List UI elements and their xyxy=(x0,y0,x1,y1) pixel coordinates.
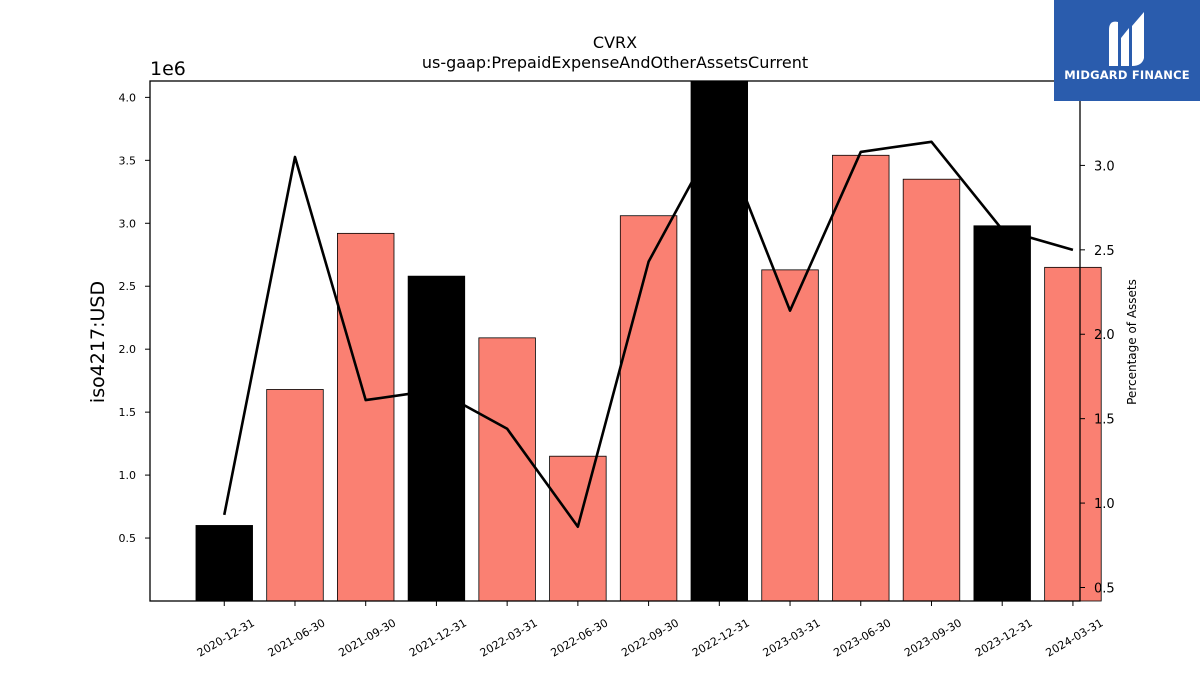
y-tick-label: 1.0 xyxy=(119,469,137,482)
bars-group xyxy=(195,80,1102,602)
x-tick-label: 2023-06-30 xyxy=(831,616,893,659)
y2-tick-label: 2.5 xyxy=(1094,244,1115,259)
bar xyxy=(195,525,253,602)
y-tick-label: 2.0 xyxy=(119,343,137,356)
y-axis-offset-label: 1e6 xyxy=(150,58,186,80)
y-ticks: 0.5 1.0 1.5 2.0 2.5 3.0 3.5 4.0 xyxy=(119,91,150,545)
x-tick-label: 2021-06-30 xyxy=(266,616,328,659)
bar xyxy=(266,389,324,602)
bar xyxy=(832,154,890,602)
bar xyxy=(478,337,536,602)
x-ticks: 2020-12-31 2021-06-30 2021-09-30 2021-12-31… xyxy=(195,601,1106,660)
y2-tick-label: 1.0 xyxy=(1094,497,1115,512)
chart-title: CVRX xyxy=(593,33,637,52)
series-line xyxy=(222,130,1074,529)
bar xyxy=(619,215,678,602)
x-tick-label: 2022-03-31 xyxy=(478,616,540,659)
bar xyxy=(761,269,819,602)
x-tick-label: 2023-03-31 xyxy=(761,616,823,659)
x-tick-label: 2022-06-30 xyxy=(548,616,610,659)
y-tick-label: 3.5 xyxy=(119,154,137,167)
y2-ticks: 0.5 1.0 1.5 2.0 2.5 3.0 xyxy=(1080,159,1115,596)
y-tick-label: 4.0 xyxy=(119,91,137,104)
y2-tick-label: 2.0 xyxy=(1094,328,1115,343)
logo-text: MIDGARD FINANCE xyxy=(1064,68,1190,82)
y2-axis-label: Percentage of Assets xyxy=(1125,279,1139,405)
x-tick-label: 2024-03-31 xyxy=(1044,616,1106,659)
bar xyxy=(337,232,395,602)
y-tick-label: 1.5 xyxy=(119,406,137,419)
bar xyxy=(973,225,1031,602)
x-tick-label: 2021-12-31 xyxy=(407,616,469,659)
y-tick-label: 0.5 xyxy=(119,532,137,545)
y2-tick-label: 3.0 xyxy=(1094,159,1115,174)
brand-logo: MIDGARD FINANCE xyxy=(1054,0,1200,101)
bar xyxy=(690,80,749,602)
y-tick-label: 2.5 xyxy=(119,280,137,293)
bar xyxy=(549,455,607,602)
y2-tick-label: 1.5 xyxy=(1094,413,1115,428)
bar xyxy=(407,275,466,602)
line-group xyxy=(222,130,1074,529)
bar xyxy=(902,178,961,602)
y2-tick-label: 0.5 xyxy=(1094,581,1115,596)
x-tick-label: 2020-12-31 xyxy=(195,616,257,659)
y-axis-label: iso4217:USD xyxy=(87,281,109,403)
x-tick-label: 2022-09-30 xyxy=(619,616,681,659)
x-tick-label: 2021-09-30 xyxy=(336,616,398,659)
chart-subtitle: us-gaap:PrepaidExpenseAndOtherAssetsCurr… xyxy=(422,53,808,72)
x-tick-label: 2023-12-31 xyxy=(973,616,1035,659)
logo-mark-icon xyxy=(1109,12,1144,66)
bar xyxy=(1044,266,1102,602)
x-tick-label: 2022-12-31 xyxy=(690,616,752,659)
y-tick-label: 3.0 xyxy=(119,217,137,230)
plot-frame xyxy=(149,80,1081,602)
x-tick-label: 2023-09-30 xyxy=(902,616,964,659)
